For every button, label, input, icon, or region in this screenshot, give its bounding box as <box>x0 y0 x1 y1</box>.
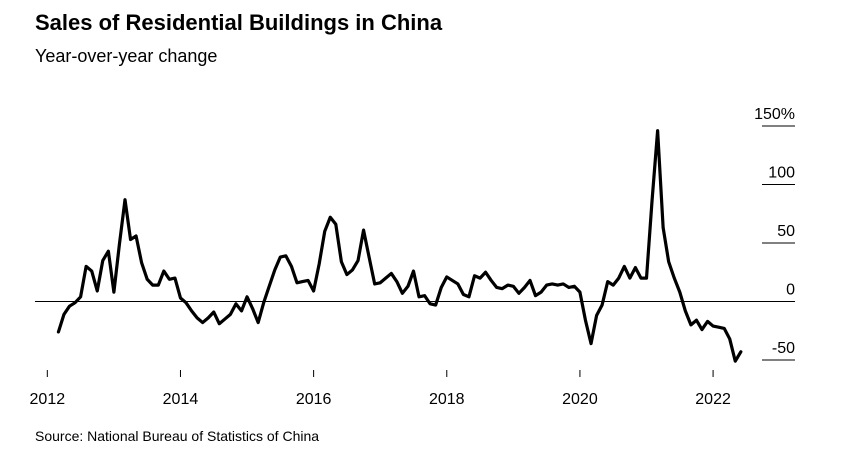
x-tick-label: 2022 <box>695 391 731 408</box>
chart-title: Sales of Residential Buildings in China <box>35 10 443 35</box>
y-tick-label: 0 <box>786 282 795 299</box>
x-tick-label: 2018 <box>429 391 465 408</box>
y-tick-label: -50 <box>772 340 795 357</box>
y-tick-label: 100 <box>768 165 795 182</box>
chart-subtitle: Year-over-year change <box>35 46 217 66</box>
y-tick-label: 150% <box>754 106 795 123</box>
x-tick-label: 2012 <box>30 391 66 408</box>
source-note: Source: National Bureau of Statistics of… <box>35 428 319 444</box>
data-line <box>56 129 743 363</box>
x-tick-label: 2016 <box>296 391 332 408</box>
x-tick-label: 2020 <box>562 391 598 408</box>
x-tick-label: 2014 <box>163 391 199 408</box>
y-tick-label: 50 <box>777 223 795 240</box>
